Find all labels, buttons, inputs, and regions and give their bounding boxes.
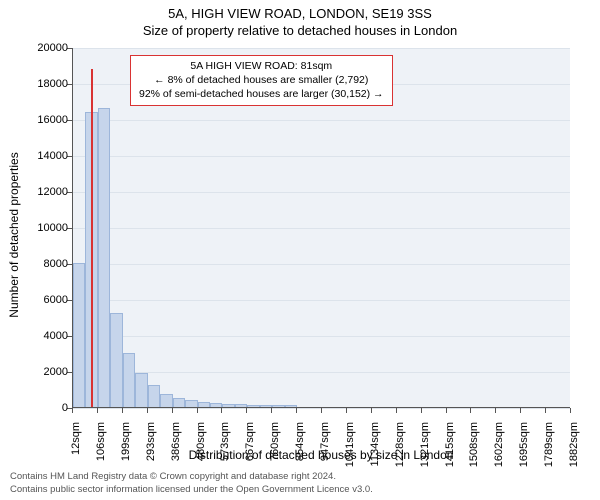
gridline (73, 264, 570, 265)
y-tick-label: 6000 (28, 294, 68, 306)
x-tick-label: 1882sqm (568, 422, 580, 472)
x-tick (421, 408, 422, 413)
x-tick (470, 408, 471, 413)
x-tick-label: 1134sqm (369, 422, 381, 472)
histogram-bar (123, 353, 136, 407)
x-tick-label: 573sqm (219, 422, 231, 472)
x-tick-label: 854sqm (294, 422, 306, 472)
x-tick (296, 408, 297, 413)
histogram-bar (73, 263, 85, 407)
histogram-bar (272, 405, 285, 407)
x-tick-label: 199sqm (120, 422, 132, 472)
y-tick-label: 12000 (28, 186, 68, 198)
y-tick-label: 14000 (28, 150, 68, 162)
y-tick-label: 18000 (28, 78, 68, 90)
x-tick-label: 1508sqm (468, 422, 480, 472)
gridline (73, 228, 570, 229)
callout-box: 5A HIGH VIEW ROAD: 81sqm ← 8% of detache… (130, 55, 393, 106)
x-tick-label: 1321sqm (419, 422, 431, 472)
histogram-bar (135, 373, 148, 407)
y-tick-label: 20000 (28, 42, 68, 54)
histogram-bar (185, 400, 198, 407)
gridline (73, 336, 570, 337)
y-tick-label: 2000 (28, 366, 68, 378)
histogram-bar (173, 398, 186, 407)
footer-line-1: Contains HM Land Registry data © Crown c… (10, 471, 590, 483)
histogram-bar (222, 404, 235, 407)
x-tick-label: 106sqm (95, 422, 107, 472)
gridline (73, 192, 570, 193)
y-tick-label: 16000 (28, 114, 68, 126)
y-tick-label: 0 (28, 402, 68, 414)
y-tick-label: 4000 (28, 330, 68, 342)
x-tick (545, 408, 546, 413)
x-tick-label: 667sqm (244, 422, 256, 472)
x-tick-label: 1041sqm (344, 422, 356, 472)
x-tick (197, 408, 198, 413)
histogram-bar (98, 108, 111, 407)
x-tick-label: 1789sqm (543, 422, 555, 472)
x-tick-label: 947sqm (319, 422, 331, 472)
x-tick (172, 408, 173, 413)
histogram-bar (160, 394, 172, 408)
x-tick-label: 386sqm (170, 422, 182, 472)
x-tick (122, 408, 123, 413)
callout-line-2: ← 8% of detached houses are smaller (2,7… (139, 73, 384, 87)
gridline (73, 156, 570, 157)
x-tick (147, 408, 148, 413)
footer-attribution: Contains HM Land Registry data © Crown c… (10, 471, 590, 496)
x-tick (72, 408, 73, 413)
y-tick-label: 10000 (28, 222, 68, 234)
gridline (73, 48, 570, 49)
histogram-bar (285, 405, 298, 407)
x-tick-label: 760sqm (269, 422, 281, 472)
x-tick-label: 12sqm (70, 422, 82, 472)
x-tick (396, 408, 397, 413)
property-marker-line (91, 69, 93, 407)
footer-line-2: Contains public sector information licen… (10, 484, 590, 496)
x-tick-label: 293sqm (145, 422, 157, 472)
x-tick (221, 408, 222, 413)
x-tick (520, 408, 521, 413)
histogram-bar (110, 313, 123, 407)
callout-line-1: 5A HIGH VIEW ROAD: 81sqm (139, 59, 384, 73)
x-tick (321, 408, 322, 413)
x-tick (271, 408, 272, 413)
x-tick-label: 1228sqm (394, 422, 406, 472)
x-tick (570, 408, 571, 413)
x-tick-label: 1602sqm (493, 422, 505, 472)
histogram-bar (247, 405, 260, 407)
x-tick-label: 1695sqm (518, 422, 530, 472)
x-tick (97, 408, 98, 413)
histogram-bar (260, 405, 272, 407)
x-tick (371, 408, 372, 413)
x-tick (495, 408, 496, 413)
x-tick (246, 408, 247, 413)
chart-title-sub: Size of property relative to detached ho… (0, 21, 600, 38)
callout-line-3: 92% of semi-detached houses are larger (… (139, 87, 384, 101)
x-tick-label: 1415sqm (444, 422, 456, 472)
x-tick-label: 480sqm (195, 422, 207, 472)
histogram-bar (198, 402, 211, 407)
histogram-bar (210, 403, 222, 407)
histogram-bar (235, 404, 248, 407)
histogram-bar (148, 385, 161, 407)
x-tick (346, 408, 347, 413)
gridline (73, 300, 570, 301)
x-tick (446, 408, 447, 413)
y-tick-label: 8000 (28, 258, 68, 270)
gridline (73, 120, 570, 121)
chart-title-main: 5A, HIGH VIEW ROAD, LONDON, SE19 3SS (0, 0, 600, 21)
